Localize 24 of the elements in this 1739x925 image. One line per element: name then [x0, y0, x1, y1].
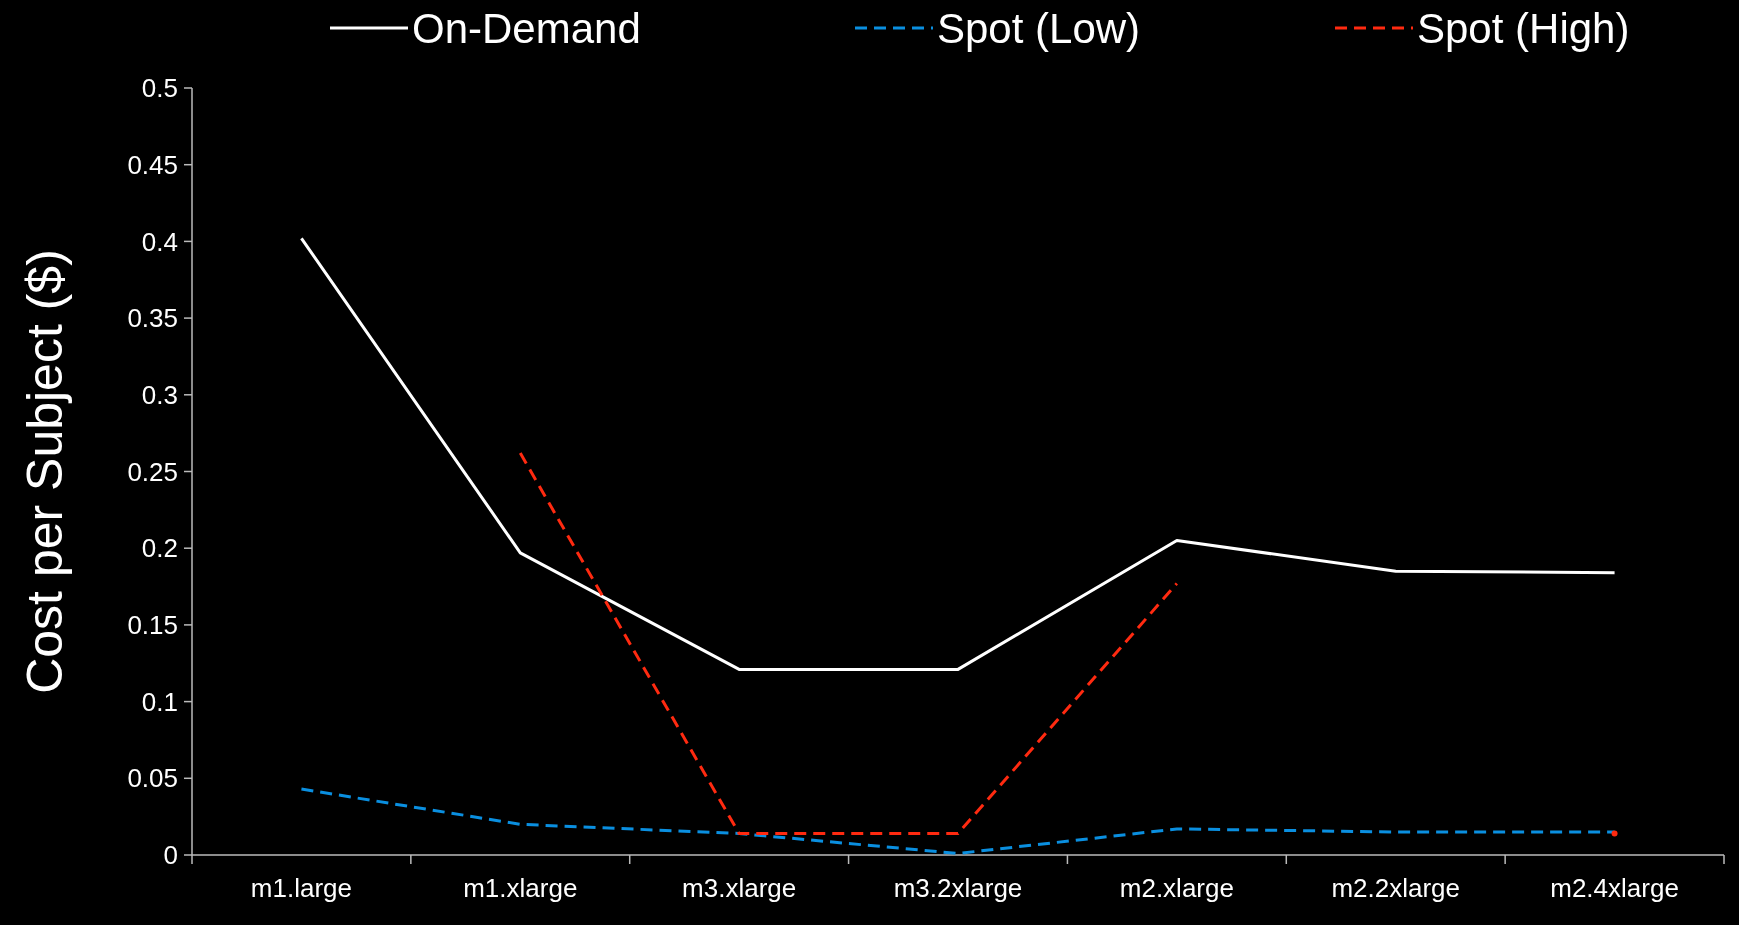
legend-label: On-Demand	[412, 4, 641, 52]
y-tick-label: 0.15	[127, 610, 178, 640]
y-tick-label: 0.35	[127, 303, 178, 334]
y-axis-title: Cost per Subject ($)	[17, 249, 73, 694]
x-tick-label: m3.2xlarge	[893, 873, 1023, 903]
legend-label: Spot (High)	[1417, 4, 1630, 52]
y-tick-label: 0.4	[141, 226, 178, 257]
x-tick-label: m2.xlarge	[1119, 873, 1234, 903]
y-tick-label: 0.5	[141, 73, 178, 104]
x-tick-label: m2.2xlarge	[1331, 873, 1461, 903]
y-tick-label: 0.2	[141, 533, 178, 564]
x-tick-label: m2.4xlarge	[1550, 873, 1679, 903]
y-tick-label: 0.1	[141, 686, 178, 717]
line-series	[299, 236, 1617, 671]
y-tick-label: 0.45	[127, 149, 178, 180]
line-series	[299, 787, 1617, 855]
y-tick-label: 0.25	[127, 456, 178, 487]
y-tick-label: 0	[163, 840, 178, 871]
y-tick-label: 0.3	[141, 379, 178, 410]
x-tick-label: m1.large	[250, 873, 353, 903]
x-tick-label: m1.xlarge	[463, 873, 578, 903]
x-tick-label: m3.xlarge	[682, 873, 797, 903]
legend-label: Spot (Low)	[937, 4, 1141, 52]
y-tick-label: 0.05	[127, 763, 178, 794]
